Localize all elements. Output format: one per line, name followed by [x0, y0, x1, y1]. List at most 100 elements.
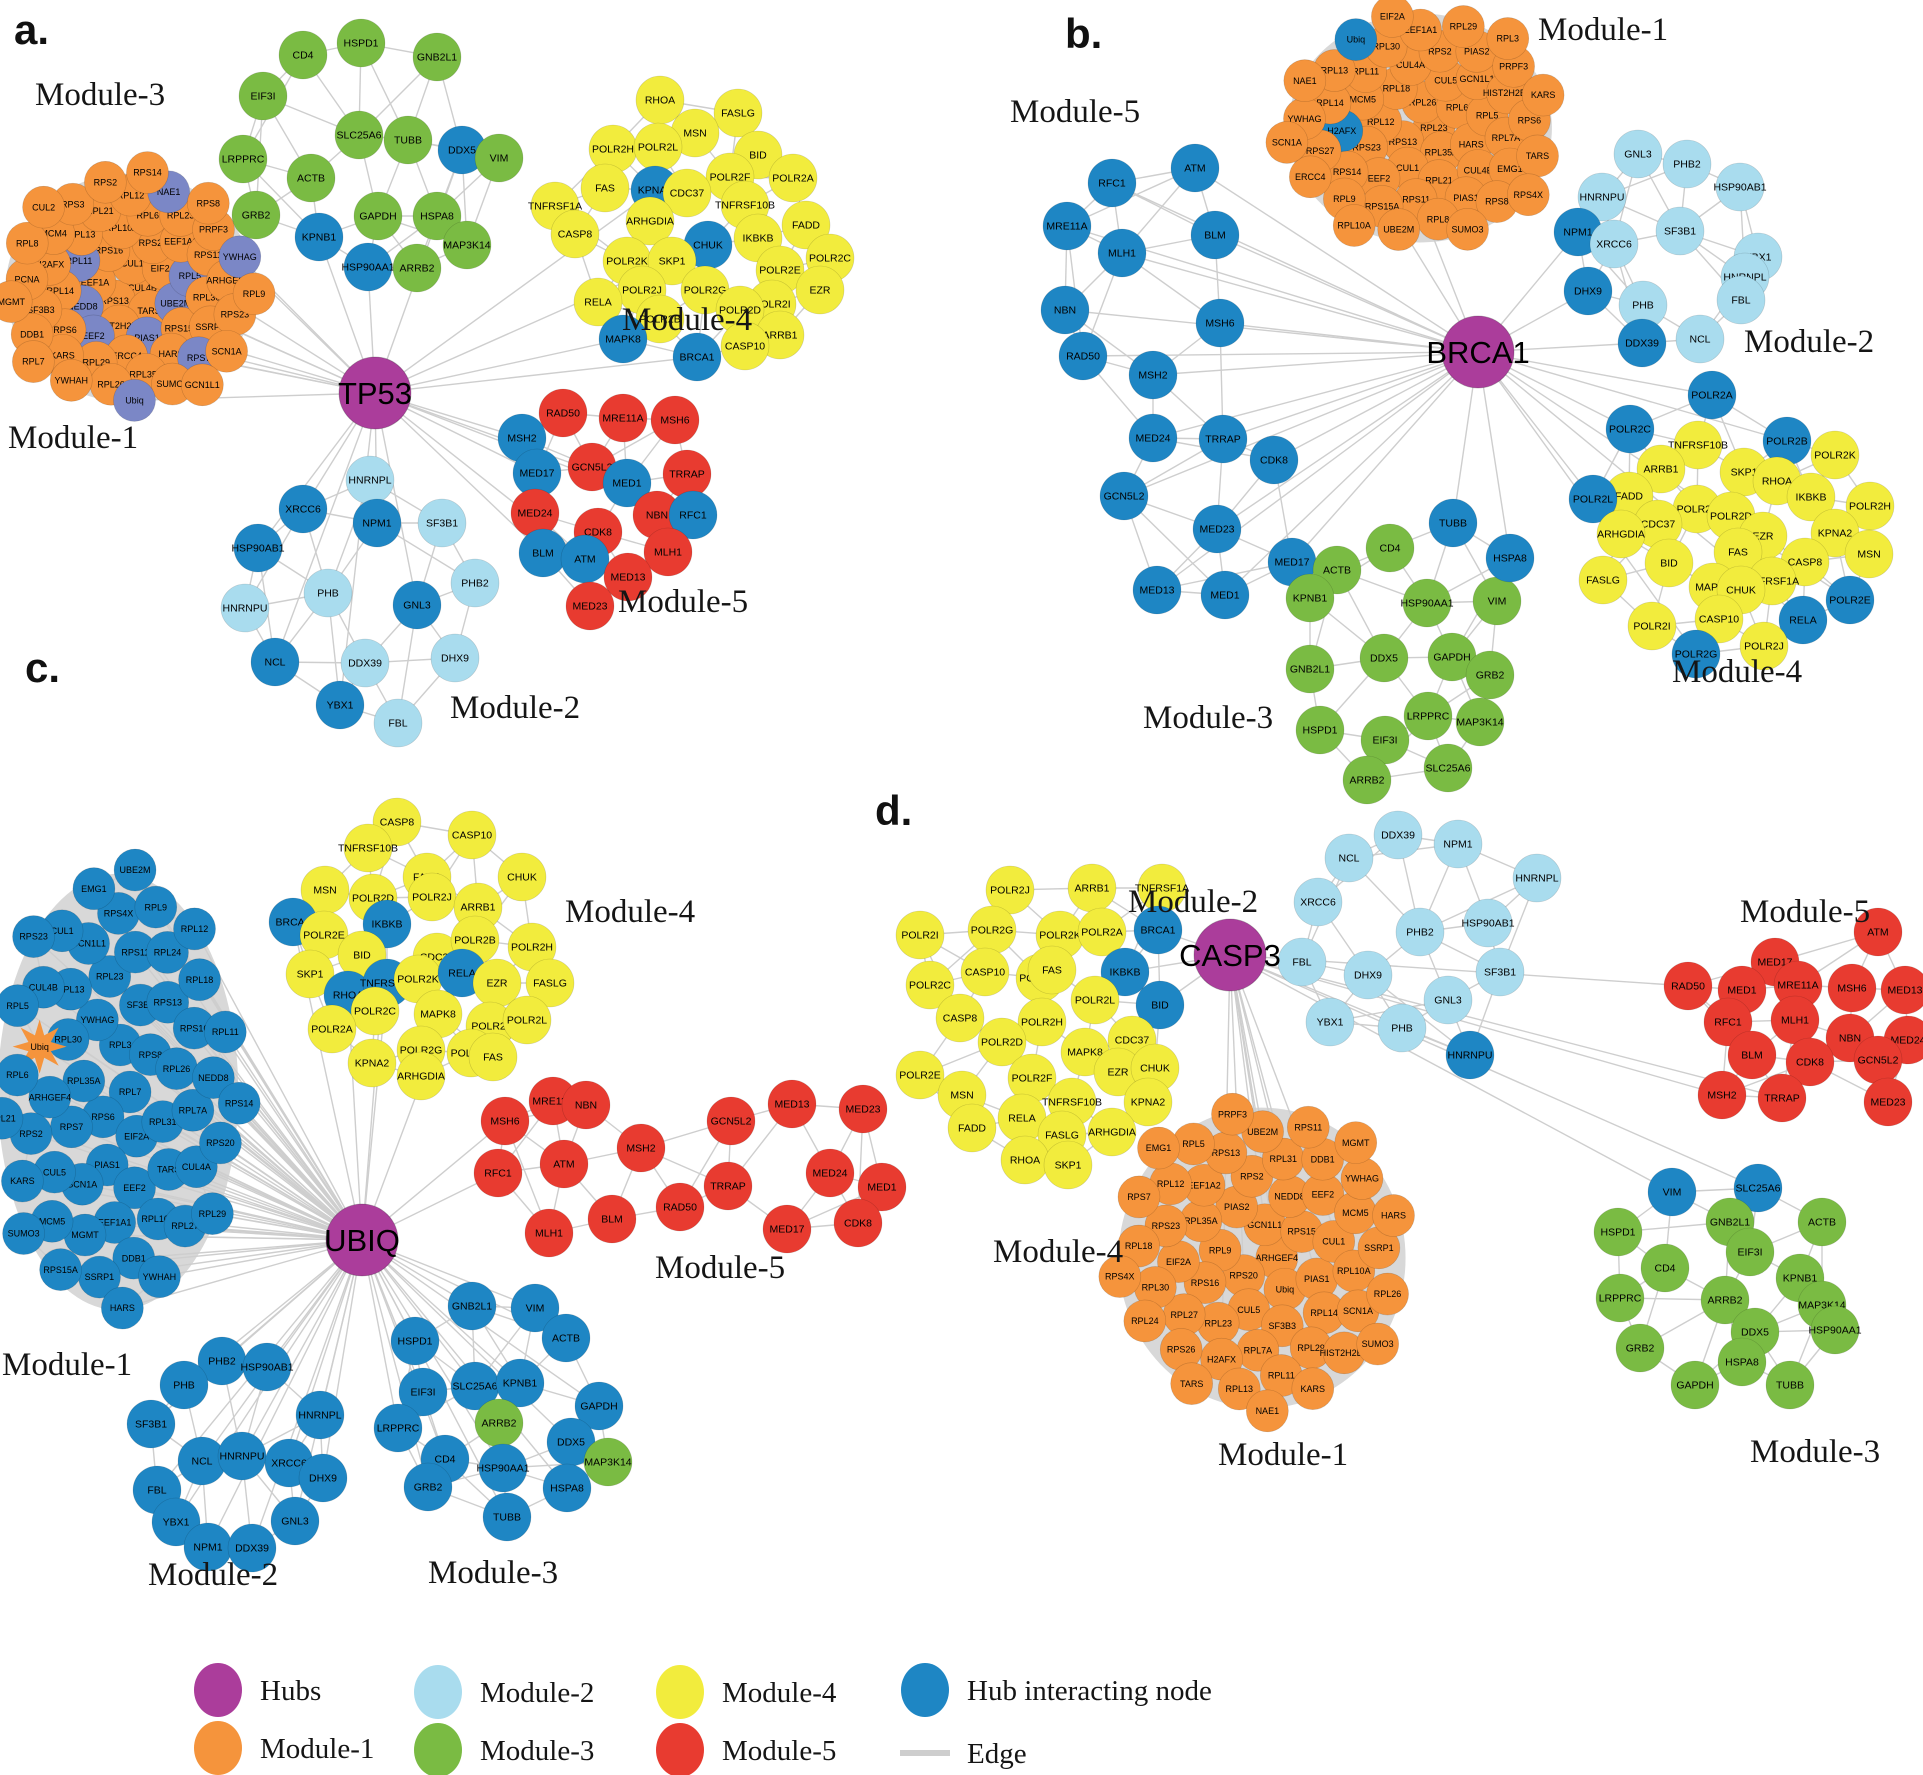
node-PHB2[interactable]: PHB2: [450, 558, 500, 608]
node-FAS[interactable]: FAS: [580, 163, 630, 213]
node-DDX39[interactable]: DDX39: [1617, 318, 1667, 368]
node-ARRB2[interactable]: ARRB2: [392, 243, 442, 293]
node-POLR2G[interactable]: POLR2G: [967, 905, 1017, 955]
node-GNL3[interactable]: GNL3: [392, 580, 442, 630]
node-RHOA[interactable]: RHOA: [1000, 1135, 1050, 1185]
node-HNRNPL[interactable]: HNRNPL: [345, 455, 395, 505]
node-NCL[interactable]: NCL: [250, 637, 300, 687]
node-HSP90AA1[interactable]: HSP90AA1: [476, 1443, 530, 1493]
node-XRCC6[interactable]: XRCC6: [1293, 877, 1343, 927]
node-CASP8[interactable]: CASP8: [550, 209, 600, 259]
node-FADD[interactable]: FADD: [947, 1103, 997, 1153]
node-HNRNPU[interactable]: HNRNPU: [1445, 1030, 1495, 1080]
node-RPL7[interactable]: RPL7: [12, 340, 55, 383]
node-BRCA1[interactable]: BRCA1: [672, 332, 722, 382]
node-CHUK[interactable]: CHUK: [497, 852, 547, 902]
node-HSPA8[interactable]: HSPA8: [1717, 1337, 1767, 1387]
node-MSH6[interactable]: MSH6: [1827, 963, 1877, 1013]
node-KARS[interactable]: KARS: [1, 1159, 44, 1203]
node-YWHAH[interactable]: YWHAH: [49, 359, 93, 402]
node-HSPA8[interactable]: HSPA8: [1485, 533, 1535, 583]
node-NAE1[interactable]: NAE1: [1246, 1389, 1289, 1433]
node-KARS[interactable]: KARS: [1291, 1367, 1335, 1410]
node-PRPF3[interactable]: PRPF3: [1211, 1092, 1254, 1136]
node-POLR2A[interactable]: POLR2A: [307, 1004, 357, 1054]
node-EZR[interactable]: EZR: [795, 265, 845, 315]
node-NBN[interactable]: NBN: [1040, 285, 1090, 335]
node-XRCC6[interactable]: XRCC6: [1589, 219, 1639, 269]
node-MED13[interactable]: MED13: [1880, 965, 1923, 1015]
node-HSP90AA1[interactable]: HSP90AA1: [1400, 578, 1454, 628]
node-GNL3[interactable]: GNL3: [1423, 975, 1473, 1025]
node-SF3B1[interactable]: SF3B1: [1655, 206, 1705, 256]
node-LRPPRC[interactable]: LRPPRC: [218, 134, 268, 184]
node-RAD50[interactable]: RAD50: [1058, 331, 1108, 381]
node-HSP90AA1[interactable]: HSP90AA1: [341, 242, 395, 292]
node-MLH1[interactable]: MLH1: [524, 1208, 574, 1258]
node-DHX9[interactable]: DHX9: [430, 633, 480, 683]
node-CASP10[interactable]: CASP10: [960, 947, 1010, 997]
node-POLR2K[interactable]: POLR2K: [1810, 430, 1860, 480]
node-HSPD1[interactable]: HSPD1: [1295, 705, 1345, 755]
node-BID[interactable]: BID: [1644, 538, 1694, 588]
node-EMG1[interactable]: EMG1: [1137, 1126, 1180, 1170]
node-GNB2L1[interactable]: GNB2L1: [1285, 644, 1335, 694]
node-MAP3K14[interactable]: MAP3K14: [442, 220, 492, 270]
node-ARRB2[interactable]: ARRB2: [1342, 755, 1392, 805]
node-BLM[interactable]: BLM: [587, 1194, 637, 1244]
node-SLC25A6[interactable]: SLC25A6: [1423, 743, 1473, 793]
node-GNB2L1[interactable]: GNB2L1: [447, 1281, 497, 1331]
node-RPL3[interactable]: RPL3: [1486, 17, 1530, 60]
node-POLR2L[interactable]: POLR2L: [1070, 975, 1120, 1025]
node-YWHAH[interactable]: YWHAH: [138, 1255, 181, 1298]
node-EIF2A[interactable]: EIF2A: [1371, 0, 1414, 38]
node-BLM[interactable]: BLM: [518, 528, 568, 578]
node-POLR2E[interactable]: POLR2E: [1825, 575, 1875, 625]
node-UBE2M[interactable]: UBE2M: [113, 848, 157, 892]
node-CUL2[interactable]: CUL2: [22, 185, 65, 229]
node-LRPPRC[interactable]: LRPPRC: [373, 1403, 423, 1453]
node-RPL26[interactable]: RPL26: [155, 1047, 198, 1090]
node-DDX5[interactable]: DDX5: [1359, 633, 1409, 683]
node-RPL29[interactable]: RPL29: [191, 1192, 234, 1235]
node-NPM1[interactable]: NPM1: [1433, 819, 1483, 869]
node-RPL5[interactable]: RPL5: [0, 984, 39, 1027]
node-POLR2A[interactable]: POLR2A: [768, 153, 818, 203]
node-GNB2L1[interactable]: GNB2L1: [412, 32, 462, 82]
node-RPL29[interactable]: RPL29: [1442, 5, 1485, 48]
node-RPS14[interactable]: RPS14: [126, 151, 169, 194]
node-POLR2L[interactable]: POLR2L: [633, 122, 683, 172]
node-GRB2[interactable]: GRB2: [403, 1462, 453, 1512]
node-YBX1[interactable]: YBX1: [315, 680, 365, 730]
node-MLH1[interactable]: MLH1: [1097, 228, 1147, 278]
node-POLR2I[interactable]: POLR2I: [1627, 601, 1677, 651]
node-HARS[interactable]: HARS: [1372, 1194, 1415, 1237]
node-FBL[interactable]: FBL: [1716, 275, 1766, 325]
node-RPL6[interactable]: RPL6: [0, 1053, 39, 1097]
node-MED13[interactable]: MED13: [767, 1079, 817, 1129]
node-GCN1L1[interactable]: GCN1L1: [181, 363, 224, 407]
node-MAP3K14[interactable]: MAP3K14: [583, 1437, 633, 1487]
node-HSPD1[interactable]: HSPD1: [1593, 1207, 1643, 1257]
node-VIM[interactable]: VIM: [1647, 1167, 1697, 1217]
node-FBL[interactable]: FBL: [1277, 937, 1327, 987]
node-RPL12[interactable]: RPL12: [173, 907, 216, 951]
node-PHB2[interactable]: PHB2: [1662, 139, 1712, 189]
node-RPS4X[interactable]: RPS4X: [1506, 173, 1550, 217]
node-RPL11[interactable]: RPL11: [203, 1010, 247, 1054]
node-MED13[interactable]: MED13: [1132, 565, 1182, 615]
node-TARS[interactable]: TARS: [1516, 134, 1559, 178]
node-RFC1[interactable]: RFC1: [473, 1148, 523, 1198]
node-MSN[interactable]: MSN: [1844, 529, 1894, 579]
node-NCL[interactable]: NCL: [1675, 314, 1725, 364]
node-TRRAP[interactable]: TRRAP: [1757, 1073, 1807, 1123]
node-PHB[interactable]: PHB: [159, 1360, 209, 1410]
node-POLR2C[interactable]: POLR2C: [1605, 404, 1655, 454]
node-CASP10[interactable]: CASP10: [447, 810, 497, 860]
node-MAP3K14[interactable]: MAP3K14: [1455, 697, 1505, 747]
node-PHB[interactable]: PHB: [303, 568, 353, 618]
node-UBE2M[interactable]: UBE2M: [1377, 208, 1421, 251]
node-HSP90AB1[interactable]: HSP90AB1: [1713, 162, 1767, 212]
node-MED23[interactable]: MED23: [1863, 1077, 1913, 1127]
node-BLM[interactable]: BLM: [1727, 1030, 1777, 1080]
